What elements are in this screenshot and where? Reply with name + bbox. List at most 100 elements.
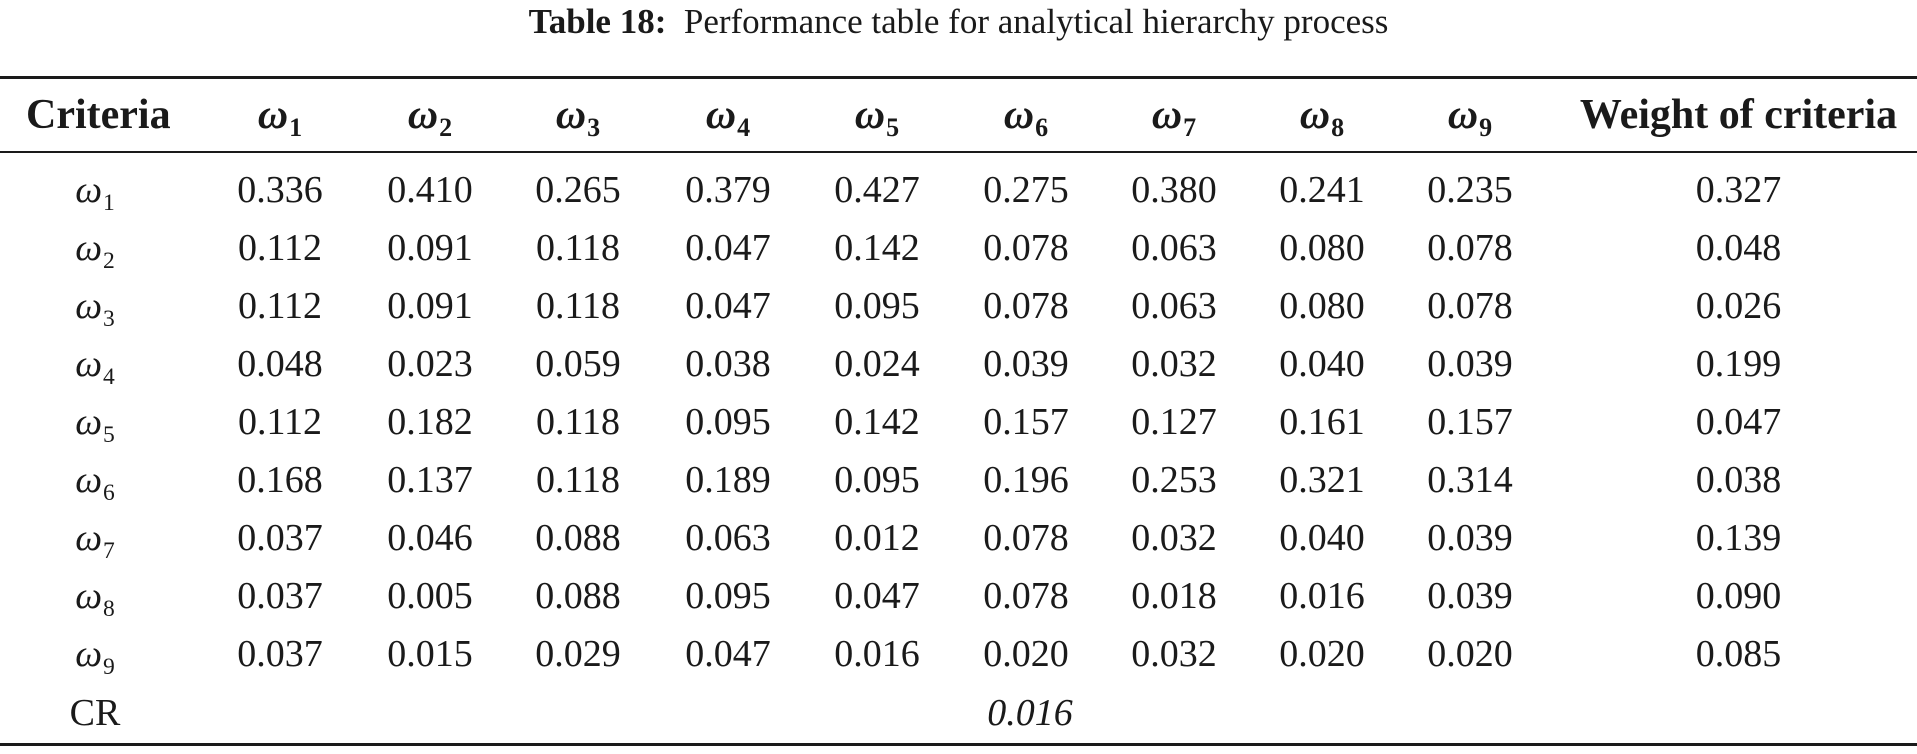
table-cell: 0.157 — [983, 401, 1069, 443]
cr-value: 0.016 — [987, 692, 1073, 734]
table-cell: 0.379 — [685, 169, 771, 211]
weight-cell: 0.327 — [1695, 169, 1782, 211]
table-cell: 0.118 — [535, 285, 621, 327]
table-cell: 0.016 — [1279, 575, 1365, 617]
table-cell: 0.040 — [1279, 517, 1365, 559]
table-cell: 0.063 — [1131, 285, 1217, 327]
table-row: ω 1 0.336 0.410 0.265 0.379 0.427 0.275 0.380 0.2… — [0, 161, 1917, 219]
table-cell: 0.112 — [237, 227, 323, 269]
weight-cell: 0.038 — [1695, 459, 1782, 501]
table-cell: 0.039 — [1427, 517, 1513, 559]
table-cell: 0.037 — [237, 575, 323, 617]
table-cell: 0.078 — [983, 575, 1069, 617]
table-cell: 0.063 — [685, 517, 771, 559]
table-row-cr: CR 0.016 — [0, 684, 1917, 742]
table-cell: 0.029 — [535, 633, 621, 675]
table-cell: 0.168 — [237, 459, 323, 501]
table-cell: 0.020 — [1279, 633, 1365, 675]
table-cell: 0.137 — [387, 459, 473, 501]
table-cell: 0.196 — [983, 459, 1069, 501]
table-cell: 0.078 — [983, 285, 1069, 327]
table-cell: 0.080 — [1279, 285, 1365, 327]
table-cell: 0.095 — [834, 459, 920, 501]
table-cell: 0.091 — [387, 285, 473, 327]
table-cell: 0.127 — [1131, 401, 1217, 443]
table-cell: 0.336 — [237, 169, 323, 211]
table-cell: 0.118 — [535, 459, 621, 501]
table-cell: 0.095 — [685, 575, 771, 617]
table-cell: 0.321 — [1279, 459, 1365, 501]
table-cell: 0.018 — [1131, 575, 1217, 617]
table-row: ω 7 0.037 0.046 0.088 0.063 0.012 0.078 0.032 0.0… — [0, 509, 1917, 567]
table-cell: 0.039 — [1427, 575, 1513, 617]
table-cell: 0.314 — [1427, 459, 1513, 501]
table-top-rule — [0, 76, 1917, 79]
table-cell: 0.032 — [1131, 517, 1217, 559]
table-row: ω 5 0.112 0.182 0.118 0.095 0.142 0.157 0.127 0.1… — [0, 393, 1917, 451]
weight-cell: 0.048 — [1695, 227, 1782, 269]
table-cell: 0.112 — [237, 401, 323, 443]
table-cell: 0.032 — [1131, 343, 1217, 385]
table-cell: 0.037 — [237, 517, 323, 559]
table-cell: 0.063 — [1131, 227, 1217, 269]
table-cell: 0.118 — [535, 227, 621, 269]
table-row: ω 4 0.048 0.023 0.059 0.038 0.024 0.039 0.032 0.0… — [0, 335, 1917, 393]
table-cell: 0.253 — [1131, 459, 1217, 501]
table-cell: 0.032 — [1131, 633, 1217, 675]
table-cell: 0.039 — [1427, 343, 1513, 385]
table-cell: 0.410 — [387, 169, 473, 211]
table-cell: 0.024 — [834, 343, 920, 385]
table-cell: 0.241 — [1279, 169, 1365, 211]
table-bottom-rule — [0, 743, 1917, 746]
table-cell: 0.040 — [1279, 343, 1365, 385]
table-row: ω 9 0.037 0.015 0.029 0.047 0.016 0.020 0.032 0.0… — [0, 625, 1917, 683]
table-header-rule — [0, 151, 1917, 153]
weight-cell: 0.085 — [1695, 633, 1782, 675]
table-cell: 0.095 — [685, 401, 771, 443]
table-cell: 0.427 — [834, 169, 920, 211]
table-cell: 0.265 — [535, 169, 621, 211]
table-cell: 0.161 — [1279, 401, 1365, 443]
table-caption: Table 18: Performance table for analytic… — [0, 0, 1917, 44]
cr-label: CR — [69, 692, 121, 734]
table-cell: 0.078 — [983, 227, 1069, 269]
table-cell: 0.037 — [237, 633, 323, 675]
table-row: ω 3 0.112 0.091 0.118 0.047 0.095 0.078 0.063 0.0… — [0, 277, 1917, 335]
table-cell: 0.016 — [834, 633, 920, 675]
weight-cell: 0.047 — [1695, 401, 1782, 443]
table-cell: 0.047 — [834, 575, 920, 617]
table-caption-text: Performance table for analytical hierarc… — [683, 2, 1389, 41]
table-cell: 0.047 — [685, 227, 771, 269]
table-cell: 0.012 — [834, 517, 920, 559]
weight-cell: 0.090 — [1695, 575, 1782, 617]
table-cell: 0.095 — [834, 285, 920, 327]
table-cell: 0.182 — [387, 401, 473, 443]
weight-cell: 0.026 — [1695, 285, 1782, 327]
table-caption-label: Table 18: — [528, 2, 667, 41]
table-cell: 0.020 — [983, 633, 1069, 675]
table-cell: 0.275 — [983, 169, 1069, 211]
table-cell: 0.059 — [535, 343, 621, 385]
weight-cell: 0.199 — [1695, 343, 1782, 385]
table-cell: 0.078 — [983, 517, 1069, 559]
table-cell: 0.080 — [1279, 227, 1365, 269]
table-cell: 0.038 — [685, 343, 771, 385]
table-cell: 0.023 — [387, 343, 473, 385]
